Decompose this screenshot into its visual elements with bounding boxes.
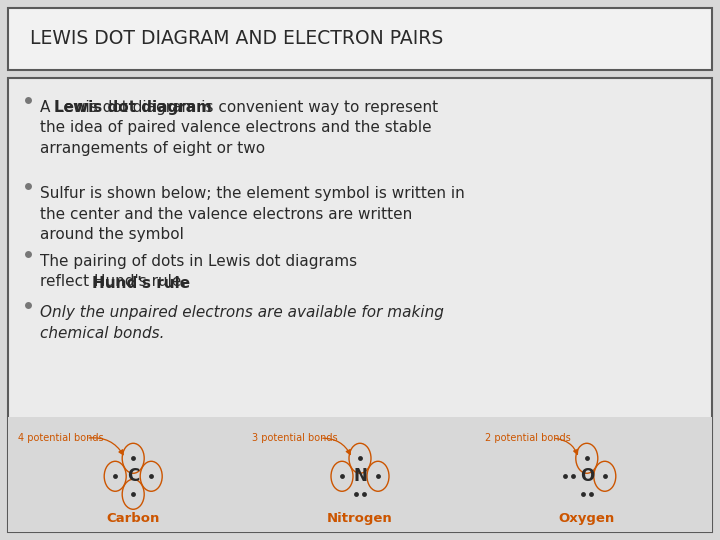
Text: Hund's rule: Hund's rule xyxy=(92,276,191,291)
Text: Only the unpaired electrons are available for making
chemical bonds.: Only the unpaired electrons are availabl… xyxy=(40,305,444,341)
Text: Oxygen: Oxygen xyxy=(559,512,615,525)
Text: N: N xyxy=(353,467,367,485)
Text: A Lewis dot diagram is convenient way to represent
the idea of paired valence el: A Lewis dot diagram is convenient way to… xyxy=(40,100,438,156)
Text: 3 potential bonds: 3 potential bonds xyxy=(252,433,338,443)
Text: Carbon: Carbon xyxy=(107,512,160,525)
Text: C: C xyxy=(127,467,140,485)
Bar xyxy=(8,417,712,532)
Text: LEWIS DOT DIAGRAM AND ELECTRON PAIRS: LEWIS DOT DIAGRAM AND ELECTRON PAIRS xyxy=(30,30,444,49)
Bar xyxy=(8,78,712,532)
Text: O: O xyxy=(580,467,594,485)
Text: The pairing of dots in Lewis dot diagrams
reflect Hund's rule.: The pairing of dots in Lewis dot diagram… xyxy=(40,254,357,289)
Text: Sulfur is shown below; the element symbol is written in
the center and the valen: Sulfur is shown below; the element symbo… xyxy=(40,186,464,242)
Bar xyxy=(8,8,712,70)
Text: 2 potential bonds: 2 potential bonds xyxy=(485,433,570,443)
Text: Lewis dot diagram: Lewis dot diagram xyxy=(53,100,212,115)
Text: 4 potential bonds: 4 potential bonds xyxy=(18,433,104,443)
Text: Nitrogen: Nitrogen xyxy=(327,512,393,525)
